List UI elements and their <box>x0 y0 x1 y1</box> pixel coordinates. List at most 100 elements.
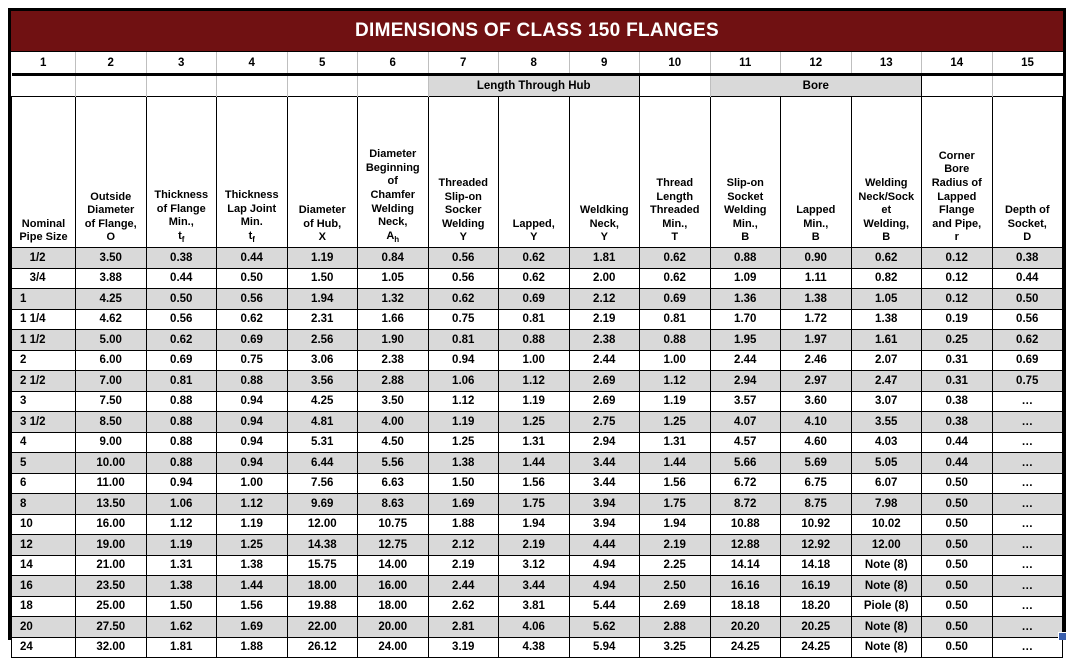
data-cell: 2.46 <box>780 349 852 371</box>
data-cell: Note (8) <box>850 575 922 597</box>
pipe-size-cell: 3 <box>11 390 76 412</box>
data-cell: 1.88 <box>216 636 288 658</box>
header-symbol-letter: A <box>386 229 395 242</box>
data-cell: 3.57 <box>709 390 781 412</box>
data-cell: … <box>991 452 1063 474</box>
header-text: Lapped, <box>512 217 555 230</box>
data-cell: 1.06 <box>145 493 217 515</box>
data-cell: 5.56 <box>357 452 429 474</box>
data-cell: 0.50 <box>145 288 217 310</box>
header-symbol-subscript: f <box>181 235 185 245</box>
selection-fill-handle[interactable] <box>1058 632 1066 640</box>
column-number-cell: 14 <box>921 52 993 76</box>
table-row: 16 23.50 1.38 1.44 18.00 16.00 2.44 3.44 4.94 2.5… <box>11 575 1063 597</box>
data-cell: 0.50 <box>921 636 993 658</box>
group-header-cell: Length Through Hub <box>427 74 640 97</box>
data-cell: 1.05 <box>850 288 922 310</box>
header-symbol: Y <box>571 231 639 245</box>
header-text: Depth of Socket, <box>1004 204 1050 230</box>
header-cell: Thickness Lap Joint Min. tf <box>216 96 288 248</box>
data-cell: 1.88 <box>427 513 499 535</box>
table-row: 5 10.00 0.88 0.94 6.44 5.56 1.38 1.44 3.44 1.44 5.… <box>11 452 1063 474</box>
data-cell: 1.06 <box>427 370 499 392</box>
data-cell: 2.75 <box>568 411 640 433</box>
data-cell: 18.20 <box>780 595 852 617</box>
header-symbol-letter: D <box>1023 231 1032 244</box>
data-cell: 0.69 <box>991 349 1063 371</box>
data-cell: 1.09 <box>709 267 781 289</box>
data-cell: 0.75 <box>991 370 1063 392</box>
data-cell: 1.00 <box>498 349 570 371</box>
column-number-cell: 1 <box>11 52 76 76</box>
data-cell: 1.72 <box>780 308 852 330</box>
data-cell: 0.94 <box>427 349 499 371</box>
data-cell: 24.25 <box>780 636 852 658</box>
data-cell: 3.94 <box>568 513 640 535</box>
data-cell: … <box>991 616 1063 638</box>
pipe-size-cell: 1 1/2 <box>11 329 76 351</box>
table-row: 3 7.50 0.88 0.94 4.25 3.50 1.12 1.19 2.69 1.19 3.5… <box>11 390 1063 412</box>
data-cell: 0.75 <box>427 308 499 330</box>
data-cell: 14.00 <box>357 554 429 576</box>
data-cell: 0.84 <box>357 247 429 269</box>
data-cell: 1.12 <box>216 493 288 515</box>
data-cell: 2.19 <box>639 534 711 556</box>
data-cell: 16.00 <box>357 575 429 597</box>
data-cell: 8.72 <box>709 493 781 515</box>
header-text: Welding Neck/Sock et Welding, <box>858 176 915 230</box>
data-cell: 1.90 <box>357 329 429 351</box>
header-symbol: D <box>994 231 1062 245</box>
data-cell: 0.56 <box>216 288 288 310</box>
data-cell: 4.38 <box>498 636 570 658</box>
data-cell: Note (8) <box>850 616 922 638</box>
data-cell: 7.50 <box>75 390 147 412</box>
data-cell: 3.88 <box>75 267 147 289</box>
pipe-size-cell: 18 <box>11 595 76 617</box>
column-header-row: Nominal Pipe Size Outside Diameter of Fla… <box>11 96 1063 248</box>
data-cell: 0.88 <box>145 452 217 474</box>
data-cell: 2.19 <box>427 554 499 576</box>
data-cell: 2.19 <box>568 308 640 330</box>
data-cell: 4.03 <box>850 431 922 453</box>
column-number-cell: 4 <box>216 52 288 76</box>
column-number-cell: 9 <box>569 52 640 76</box>
data-cell: 2.31 <box>286 308 358 330</box>
group-header-empty-cell <box>216 74 288 97</box>
pipe-size-cell: 2 <box>11 349 76 371</box>
data-cell: 1.25 <box>498 411 570 433</box>
data-cell: 8.63 <box>357 493 429 515</box>
pipe-size-cell: 8 <box>11 493 76 515</box>
table-row: 14 21.00 1.31 1.38 15.75 14.00 2.19 3.12 4.94 2.2… <box>11 554 1063 576</box>
data-cell: 1.70 <box>709 308 781 330</box>
header-symbol-letter: B <box>882 231 891 244</box>
data-cell: 1.38 <box>780 288 852 310</box>
data-cell: 0.69 <box>498 288 570 310</box>
group-header-empty-cell <box>357 74 429 97</box>
data-cell: 3.44 <box>498 575 570 597</box>
data-cell: 4.06 <box>498 616 570 638</box>
data-cell: 0.69 <box>639 288 711 310</box>
data-cell: 0.62 <box>498 247 570 269</box>
data-cell: 4.62 <box>75 308 147 330</box>
data-cell: 0.56 <box>991 308 1063 330</box>
header-text: Lapped Min., <box>796 204 836 230</box>
data-cell: 5.44 <box>568 595 640 617</box>
header-symbol: O <box>77 231 145 245</box>
data-cell: 1.38 <box>145 575 217 597</box>
data-cell: 3.07 <box>850 390 922 412</box>
data-cell: 0.38 <box>145 247 217 269</box>
table-row: 6 11.00 0.94 1.00 7.56 6.63 1.50 1.56 3.44 1.56 6.… <box>11 472 1063 494</box>
data-cell: 3.06 <box>286 349 358 371</box>
data-cell: 1.69 <box>216 616 288 638</box>
header-text: Outside Diameter of Flange, <box>84 190 137 230</box>
data-cell: 4.25 <box>75 288 147 310</box>
data-cell: 18.00 <box>286 575 358 597</box>
data-cell: 0.50 <box>921 575 993 597</box>
pipe-size-cell: 3 1/2 <box>11 411 76 433</box>
header-cell: Weldking Neck, Y <box>568 96 640 248</box>
group-header-empty-cell <box>921 74 993 97</box>
header-symbol-subscript: h <box>394 235 400 245</box>
data-cell: 2.12 <box>568 288 640 310</box>
data-cell: 4.94 <box>568 554 640 576</box>
